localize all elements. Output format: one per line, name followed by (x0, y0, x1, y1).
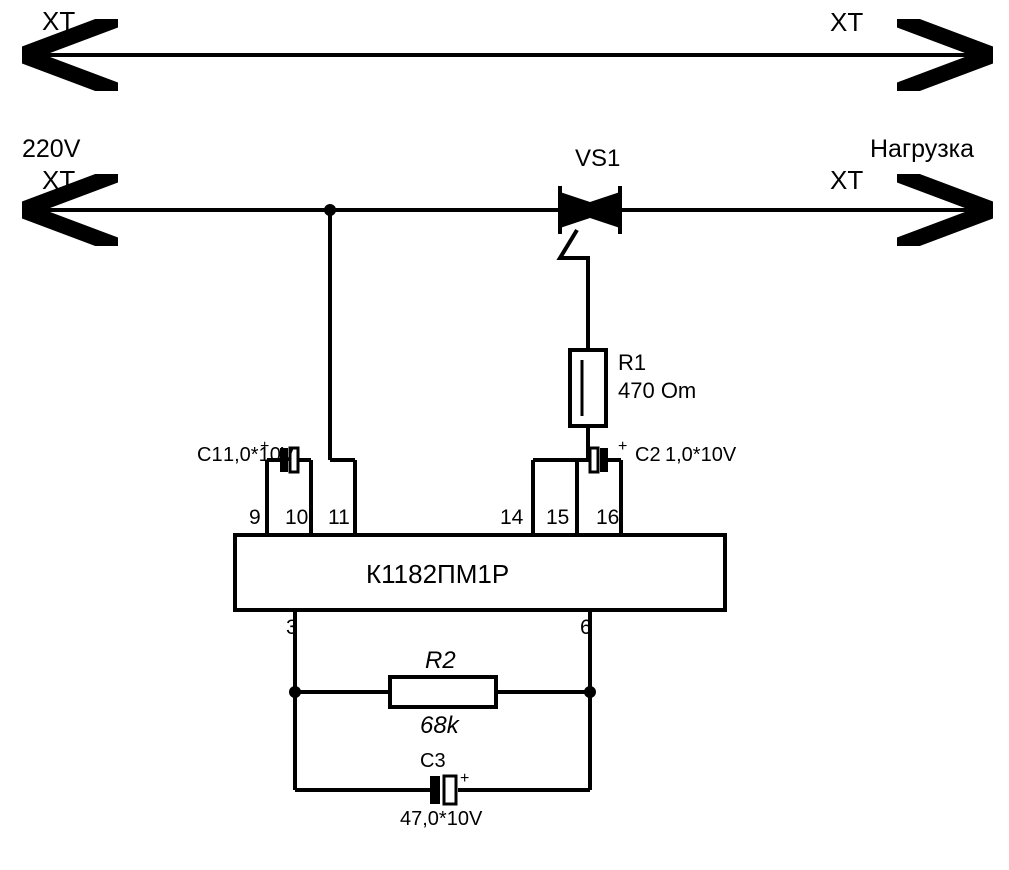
c3-value: 47,0*10V (400, 808, 482, 831)
r2-ref: R2 (425, 647, 456, 675)
pin-label-16: 16 (596, 506, 619, 530)
r1-ref: R1 (618, 350, 646, 376)
pin-label-11: 11 (328, 506, 350, 530)
pin-label-14: 14 (500, 506, 523, 530)
ic-name: К1182ПМ1Р (366, 559, 509, 590)
junction (324, 204, 336, 216)
c2-value: 1,0*10V (665, 444, 736, 467)
pin-label-3: 3 (286, 616, 298, 640)
triac-ref: VS1 (575, 145, 620, 173)
c2-plus: + (618, 438, 627, 456)
triac-vs1 (560, 186, 620, 338)
r1-value: 470 Om (618, 378, 696, 404)
circuit-diagram (0, 0, 1009, 870)
c3-plus: + (460, 770, 469, 788)
terminal-main-right: XT (830, 165, 863, 196)
pin-label-15: 15 (546, 506, 569, 530)
resistor-r1 (570, 338, 606, 460)
terminal-top-left: XT (42, 6, 75, 37)
c3-ref: C3 (420, 750, 446, 773)
pin-label-9: 9 (249, 506, 261, 530)
pin-label-6: 6 (580, 616, 592, 640)
source-voltage: 220V (22, 135, 80, 164)
c2-ref: C2 (635, 444, 661, 467)
terminal-top-right: XT (830, 7, 863, 38)
load-label: Нагрузка (870, 135, 974, 164)
r2-value: 68k (420, 712, 459, 740)
resistor-r2 (390, 677, 496, 707)
c1-plus: + (260, 438, 269, 456)
capacitor-c3 (430, 776, 456, 804)
capacitor-c2 (577, 448, 621, 500)
c1-ref: C1 (197, 444, 223, 467)
c1-value: 1,0*10V (223, 444, 294, 467)
pin-label-10: 10 (285, 506, 308, 530)
terminal-main-left: XT (42, 165, 75, 196)
